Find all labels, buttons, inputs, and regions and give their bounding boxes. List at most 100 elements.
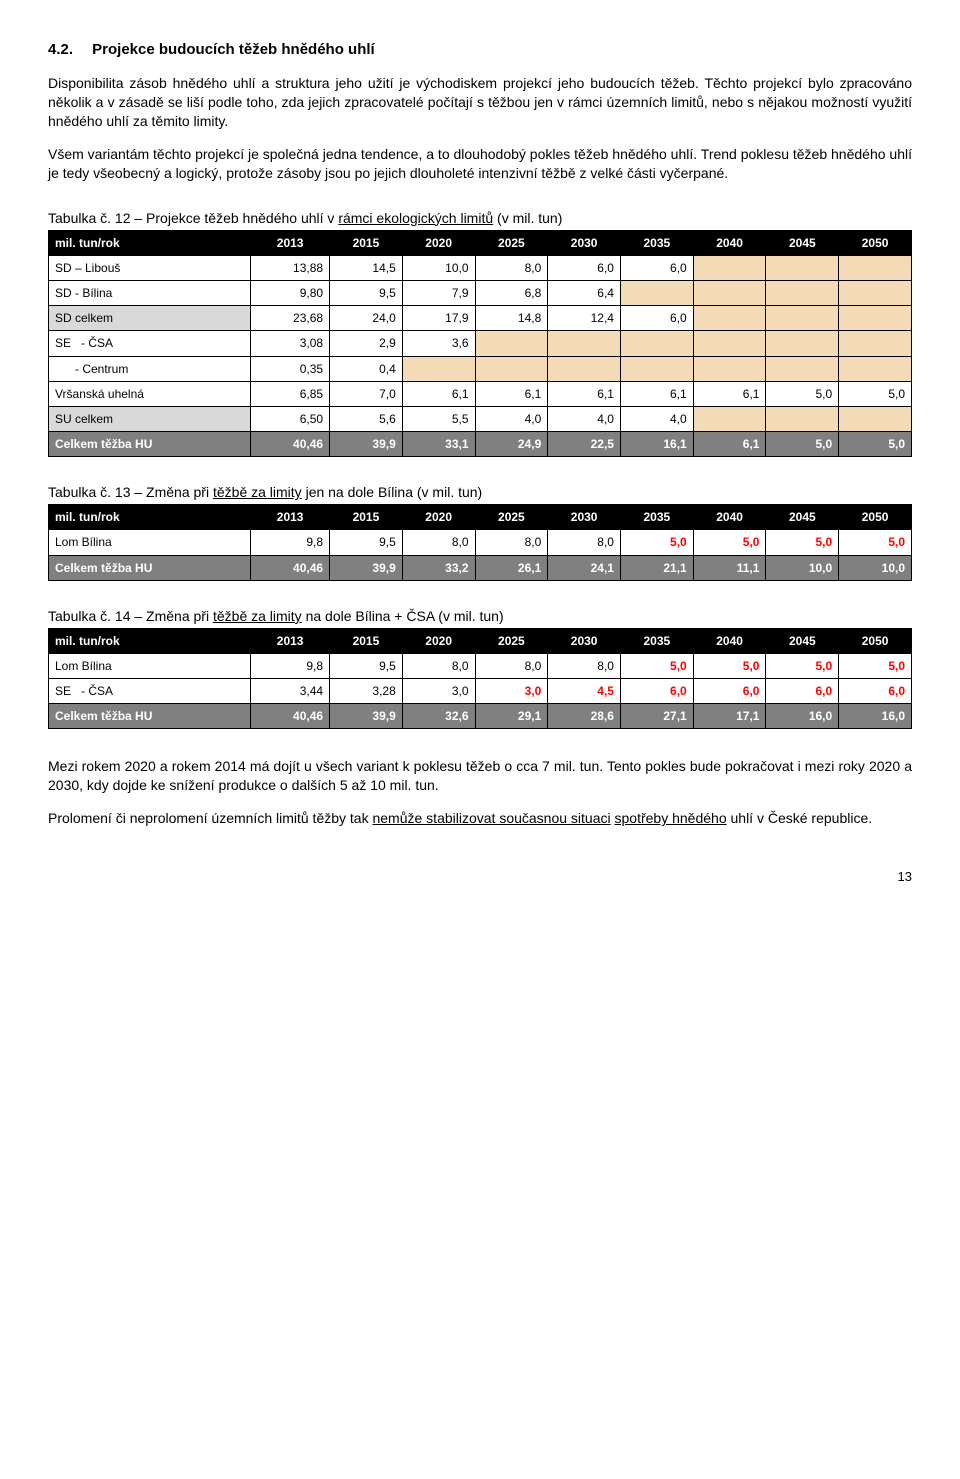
row-label: SU celkem (49, 406, 251, 431)
cell (620, 331, 693, 356)
cell (548, 331, 621, 356)
total-cell: 22,5 (548, 432, 621, 457)
cell: 3,6 (402, 331, 475, 356)
cell: 14,5 (330, 255, 403, 280)
table-row: SE - ČSA3,082,93,6 (49, 331, 912, 356)
cell (839, 331, 912, 356)
total-cell: 39,9 (330, 704, 403, 729)
table-row: SU celkem6,505,65,54,04,04,0 (49, 406, 912, 431)
cell (839, 356, 912, 381)
cell: 12,4 (548, 306, 621, 331)
cell (693, 406, 766, 431)
cell: 9,80 (251, 280, 330, 305)
col-label: mil. tun/rok (49, 505, 251, 530)
year-header: 2020 (402, 230, 475, 255)
cell: 0,4 (330, 356, 403, 381)
cell: 6,1 (620, 381, 693, 406)
table13-head: mil. tun/rok2013201520202025203020352040… (49, 505, 912, 530)
cell: 6,4 (548, 280, 621, 305)
cell: 4,5 (548, 679, 621, 704)
total-cell: 28,6 (548, 704, 621, 729)
table-row: - Centrum0,350,4 (49, 356, 912, 381)
total-cell: 21,1 (620, 555, 693, 580)
total-cell: 16,0 (839, 704, 912, 729)
year-header: 2040 (693, 230, 766, 255)
table14: mil. tun/rok2013201520202025203020352040… (48, 628, 912, 730)
cell (693, 306, 766, 331)
cell (766, 306, 839, 331)
cell: 6,0 (839, 679, 912, 704)
paragraph-3: Mezi rokem 2020 a rokem 2014 má dojít u … (48, 757, 912, 795)
total-cell: 33,1 (402, 432, 475, 457)
total-label: Celkem těžba HU (49, 704, 251, 729)
total-cell: 39,9 (330, 432, 403, 457)
cell: 5,0 (766, 530, 839, 555)
section-heading: 4.2. Projekce budoucích těžeb hnědého uh… (48, 40, 912, 60)
year-header: 2030 (548, 628, 621, 653)
cell (766, 356, 839, 381)
cell: 6,0 (620, 255, 693, 280)
year-header: 2045 (766, 230, 839, 255)
cell: 8,0 (475, 530, 548, 555)
cell: 6,8 (475, 280, 548, 305)
cell (475, 356, 548, 381)
year-header: 2013 (251, 505, 330, 530)
heading-text: Projekce budoucích těžeb hnědého uhlí (92, 41, 375, 58)
col-label: mil. tun/rok (49, 628, 251, 653)
cell: 5,0 (766, 381, 839, 406)
cell: 9,5 (330, 653, 403, 678)
table-row: Lom Bílina9,89,58,08,08,05,05,05,05,0 (49, 530, 912, 555)
row-label: SD – Libouš (49, 255, 251, 280)
year-header: 2040 (693, 505, 766, 530)
cell: 6,0 (766, 679, 839, 704)
year-header: 2015 (330, 628, 403, 653)
year-header: 2015 (330, 505, 403, 530)
row-label: SD - Bílina (49, 280, 251, 305)
cell: 8,0 (548, 530, 621, 555)
cell: 3,28 (330, 679, 403, 704)
cell: 9,5 (330, 530, 403, 555)
cell (620, 356, 693, 381)
heading-number: 4.2. (48, 40, 88, 60)
total-cell: 40,46 (251, 432, 330, 457)
cell: 14,8 (475, 306, 548, 331)
cell: 6,1 (475, 381, 548, 406)
cell (693, 356, 766, 381)
total-row: Celkem těžba HU40,4639,932,629,128,627,1… (49, 704, 912, 729)
cell: 5,0 (839, 530, 912, 555)
cell: 6,0 (693, 679, 766, 704)
cell: 13,88 (251, 255, 330, 280)
total-cell: 27,1 (620, 704, 693, 729)
total-cell: 5,0 (766, 432, 839, 457)
table14-caption: Tabulka č. 14 – Změna při těžbě za limit… (48, 607, 912, 626)
cell: 17,9 (402, 306, 475, 331)
year-header: 2025 (475, 628, 548, 653)
cell: 6,1 (548, 381, 621, 406)
cell: 23,68 (251, 306, 330, 331)
row-label: SE - ČSA (49, 679, 251, 704)
total-cell: 24,1 (548, 555, 621, 580)
cell: 8,0 (475, 255, 548, 280)
cell: 5,0 (620, 530, 693, 555)
row-label: SE - ČSA (49, 331, 251, 356)
cell: 4,0 (548, 406, 621, 431)
total-cell: 10,0 (839, 555, 912, 580)
cell: 8,0 (402, 653, 475, 678)
year-header: 2020 (402, 628, 475, 653)
cell: 8,0 (402, 530, 475, 555)
cell: 6,0 (548, 255, 621, 280)
total-cell: 40,46 (251, 704, 330, 729)
cell: 5,0 (839, 653, 912, 678)
cell: 2,9 (330, 331, 403, 356)
cell: 4,0 (620, 406, 693, 431)
total-cell: 40,46 (251, 555, 330, 580)
table12: mil. tun/rok2013201520202025203020352040… (48, 230, 912, 458)
table13: mil. tun/rok2013201520202025203020352040… (48, 504, 912, 581)
total-cell: 6,1 (693, 432, 766, 457)
total-label: Celkem těžba HU (49, 555, 251, 580)
cell (766, 280, 839, 305)
year-header: 2045 (766, 505, 839, 530)
total-cell: 39,9 (330, 555, 403, 580)
cell: 8,0 (475, 653, 548, 678)
cell (693, 255, 766, 280)
